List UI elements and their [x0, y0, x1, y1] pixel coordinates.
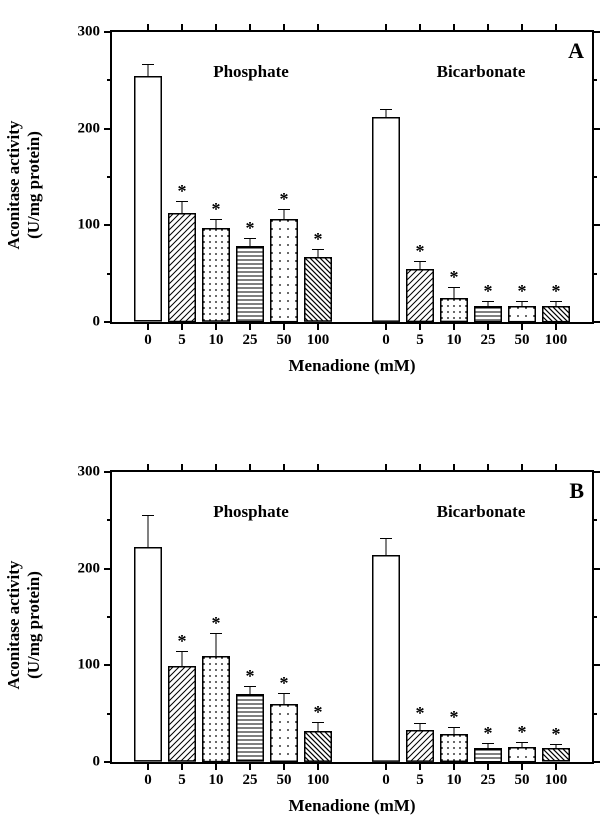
bar — [134, 472, 162, 762]
x-tick-label: 0 — [382, 772, 390, 789]
bar: * — [440, 32, 468, 322]
significance-star: * — [314, 703, 323, 721]
x-tick-label: 5 — [416, 332, 424, 349]
bar: * — [508, 32, 536, 322]
x-tick-label: 100 — [545, 332, 568, 349]
significance-star: * — [518, 282, 527, 300]
significance-star: * — [280, 674, 289, 692]
x-axis-title: Menadione (mM) — [288, 356, 415, 376]
significance-star: * — [246, 667, 255, 685]
bar: * — [168, 472, 196, 762]
x-tick-label: 5 — [178, 332, 186, 349]
x-tick-label: 25 — [243, 772, 258, 789]
bar: * — [508, 472, 536, 762]
y-tick-label: 100 — [78, 217, 101, 234]
significance-star: * — [212, 614, 221, 632]
x-axis-title: Menadione (mM) — [288, 796, 415, 816]
x-tick-label: 10 — [447, 332, 462, 349]
y-tick-label: 200 — [78, 120, 101, 137]
x-tick-label: 50 — [277, 332, 292, 349]
significance-star: * — [178, 182, 187, 200]
significance-star: * — [552, 282, 561, 300]
panel-letter: B — [569, 478, 584, 504]
y-axis-title: Aconitase activity(U/mg protein) — [4, 55, 44, 315]
bar: * — [474, 472, 502, 762]
x-tick-label: 100 — [307, 332, 330, 349]
bar: * — [542, 472, 570, 762]
bar — [372, 472, 400, 762]
panel-A: Aconitase activity(U/mg protein)01002003… — [62, 30, 602, 390]
y-tick-label: 0 — [93, 754, 101, 771]
plot-area: 0100200300BPhosphate0*5*10*25*50*100Bica… — [110, 470, 594, 764]
significance-star: * — [450, 268, 459, 286]
x-tick-label: 10 — [209, 332, 224, 349]
y-tick-label: 300 — [78, 464, 101, 481]
bar: * — [440, 472, 468, 762]
y-tick-label: 200 — [78, 560, 101, 577]
bar: * — [542, 32, 570, 322]
bar: * — [304, 32, 332, 322]
significance-star: * — [552, 725, 561, 743]
significance-star: * — [416, 704, 425, 722]
x-tick-label: 10 — [209, 772, 224, 789]
x-tick-label: 100 — [307, 772, 330, 789]
x-tick-label: 50 — [277, 772, 292, 789]
significance-star: * — [484, 724, 493, 742]
x-tick-label: 25 — [481, 332, 496, 349]
bar: * — [270, 472, 298, 762]
x-tick-label: 25 — [481, 772, 496, 789]
y-axis-title: Aconitase activity(U/mg protein) — [4, 495, 44, 755]
bar: * — [406, 32, 434, 322]
x-tick-label: 25 — [243, 332, 258, 349]
x-tick-label: 100 — [545, 772, 568, 789]
panel-B: Aconitase activity(U/mg protein)01002003… — [62, 470, 602, 830]
panel-letter: A — [568, 38, 584, 64]
x-tick-label: 0 — [382, 332, 390, 349]
significance-star: * — [484, 282, 493, 300]
bar: * — [406, 472, 434, 762]
bar: * — [270, 32, 298, 322]
x-tick-label: 50 — [515, 332, 530, 349]
bar: * — [236, 32, 264, 322]
x-tick-label: 0 — [144, 332, 152, 349]
significance-star: * — [246, 219, 255, 237]
bar: * — [474, 32, 502, 322]
bar: * — [202, 32, 230, 322]
significance-star: * — [314, 230, 323, 248]
significance-star: * — [178, 632, 187, 650]
x-tick-label: 5 — [416, 772, 424, 789]
bar: * — [202, 472, 230, 762]
y-tick-label: 300 — [78, 24, 101, 41]
figure: Aconitase activity(U/mg protein)01002003… — [0, 0, 604, 829]
significance-star: * — [518, 723, 527, 741]
significance-star: * — [212, 200, 221, 218]
bar: * — [236, 472, 264, 762]
x-tick-label: 0 — [144, 772, 152, 789]
bar: * — [304, 472, 332, 762]
y-tick-label: 100 — [78, 657, 101, 674]
significance-star: * — [280, 190, 289, 208]
y-tick-label: 0 — [93, 314, 101, 331]
significance-star: * — [416, 242, 425, 260]
x-tick-label: 5 — [178, 772, 186, 789]
bar: * — [168, 32, 196, 322]
bar — [134, 32, 162, 322]
x-tick-label: 10 — [447, 772, 462, 789]
bar — [372, 32, 400, 322]
plot-area: 0100200300APhosphate0*5*10*25*50*100Bica… — [110, 30, 594, 324]
significance-star: * — [450, 708, 459, 726]
x-tick-label: 50 — [515, 772, 530, 789]
